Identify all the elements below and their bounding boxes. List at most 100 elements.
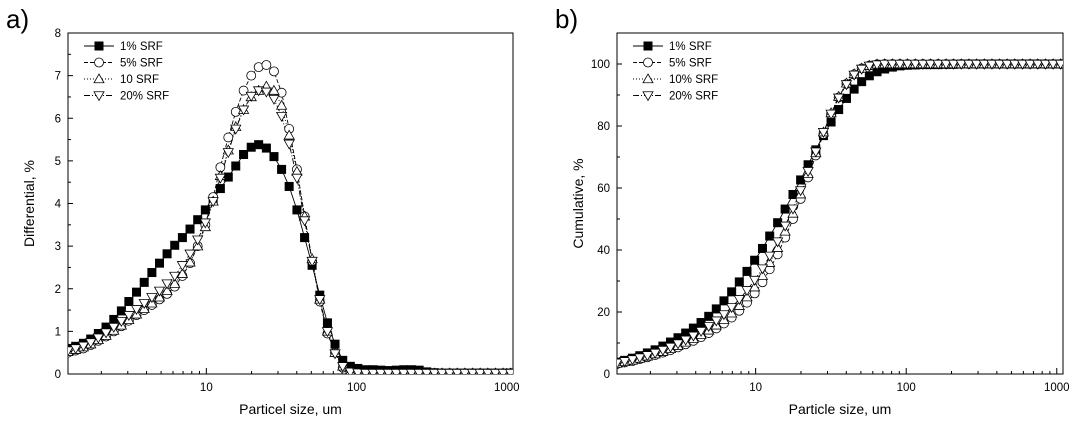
data-point [742, 266, 752, 276]
series-group [68, 60, 513, 374]
x-tick-label: 10 [200, 382, 213, 394]
data-point [711, 304, 721, 314]
x-axis-title: Particel size, um [239, 401, 342, 417]
data-point [69, 344, 82, 355]
y-tick-label: 6 [55, 113, 61, 125]
data-point [750, 255, 760, 265]
y-tick-label: 8 [55, 28, 61, 40]
data-point [108, 322, 120, 333]
data-point [634, 353, 646, 364]
y-tick-label: 40 [597, 245, 610, 257]
data-point [176, 268, 189, 278]
data-point [855, 64, 868, 75]
data-point [771, 237, 784, 248]
data-point [947, 59, 960, 70]
data-point [261, 60, 272, 70]
data-point [230, 106, 241, 117]
data-point [436, 368, 448, 374]
chart-panel-a: a) 0 1 2 3 4 5 6 7 8 10 100 1000 Particel size, um Dif… [6, 4, 520, 417]
data-point [1009, 59, 1021, 70]
x-tick-label: 10 [749, 382, 762, 394]
data-point [161, 285, 173, 296]
data-point [68, 346, 74, 357]
data-point [132, 287, 142, 297]
data-point [200, 205, 210, 215]
data-point [703, 322, 715, 333]
data-point [359, 368, 372, 374]
legend-label: 20% SRF [669, 91, 718, 103]
data-point [817, 128, 830, 139]
data-point [239, 149, 249, 159]
data-point [764, 251, 776, 262]
data-point [109, 314, 119, 324]
panel-label: b) [555, 4, 578, 34]
data-point [100, 328, 112, 339]
data-point [223, 132, 234, 143]
data-point [1016, 59, 1029, 70]
data-point [1039, 59, 1052, 70]
data-point [978, 59, 990, 70]
data-point [153, 286, 166, 297]
data-point [238, 85, 249, 96]
y-tick-label: 0 [604, 369, 610, 381]
legend-marker [93, 91, 105, 102]
data-point [268, 94, 280, 105]
data-point [871, 60, 883, 71]
legend-label: 1% SRF [669, 41, 712, 53]
data-point [382, 368, 395, 374]
data-point [748, 275, 761, 286]
data-point [719, 296, 729, 306]
data-point [222, 148, 234, 159]
data-point [413, 368, 425, 374]
legend-marker [642, 91, 654, 102]
data-point [375, 368, 387, 374]
data-point [192, 235, 204, 246]
y-tick-label: 7 [55, 71, 61, 83]
legend-label: 10% SRF [669, 74, 718, 86]
data-point [321, 327, 334, 338]
data-point [390, 368, 403, 374]
data-point [489, 368, 502, 374]
data-point [421, 368, 433, 374]
legend-marker [642, 73, 654, 84]
data-point [848, 70, 860, 81]
data-point [170, 240, 180, 250]
series-line [68, 64, 511, 374]
data-point [215, 184, 225, 194]
data-point [986, 59, 998, 70]
data-point [695, 327, 707, 338]
legend-label: 5% SRF [669, 58, 712, 70]
data-point [124, 297, 134, 307]
data-point [886, 59, 899, 70]
legend-label: 10 SRF [120, 74, 159, 86]
data-point [894, 59, 906, 70]
data-point [617, 358, 623, 369]
x-tick-label: 100 [347, 382, 366, 394]
data-point [231, 161, 241, 171]
data-point [292, 205, 302, 215]
data-point [679, 335, 692, 346]
data-point [275, 99, 288, 110]
data-point [733, 299, 746, 310]
chart-panel-b: b) 0 20 40 60 80 100 10 100 1000 Particle size, um… [555, 4, 1070, 417]
x-tick-label: 1000 [494, 382, 520, 394]
data-point [619, 357, 631, 368]
data-point [138, 299, 150, 310]
data-point [283, 139, 295, 150]
data-point [237, 105, 250, 116]
data-point [314, 295, 326, 306]
data-point [482, 368, 494, 374]
y-tick-label: 100 [591, 59, 610, 71]
data-point [932, 59, 944, 70]
data-point [1054, 59, 1063, 70]
legend-marker [94, 57, 104, 68]
data-point [710, 316, 723, 327]
series-line [68, 144, 511, 374]
data-point [277, 164, 287, 174]
data-point [115, 316, 128, 327]
data-point [123, 311, 135, 321]
data-point [207, 197, 219, 208]
legend-marker [94, 41, 104, 51]
data-point [641, 351, 654, 362]
data-point [329, 349, 341, 360]
